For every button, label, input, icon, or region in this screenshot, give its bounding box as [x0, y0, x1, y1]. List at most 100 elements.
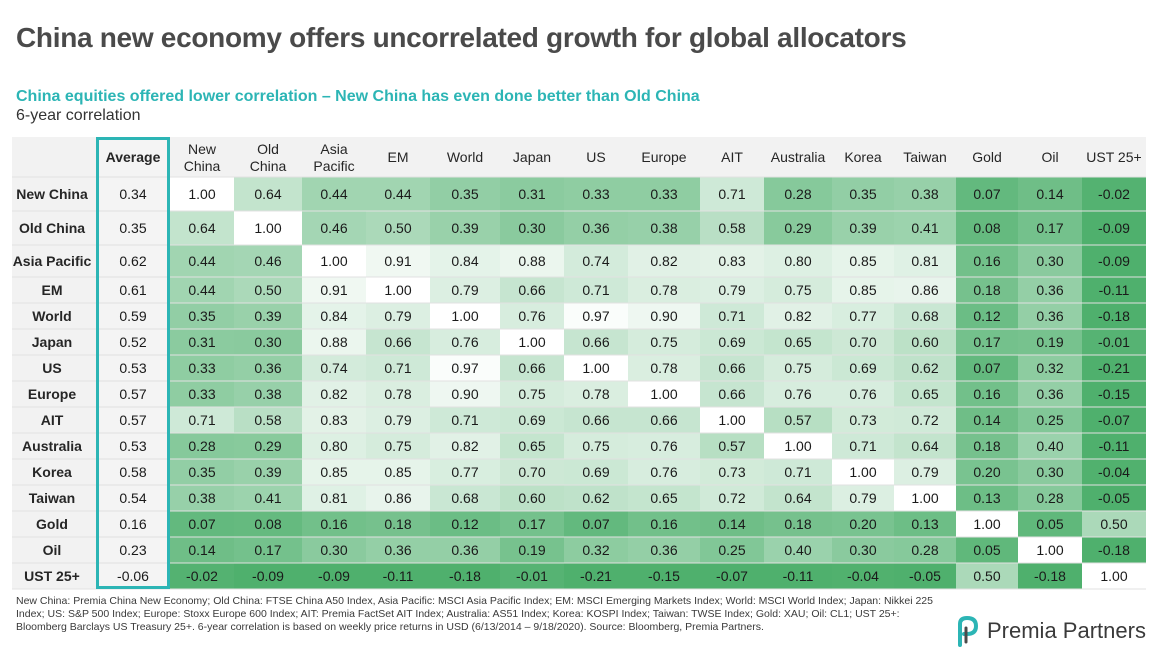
cell-value: 1.00 [1100, 568, 1127, 584]
cell-value: 0.90 [650, 308, 677, 324]
average-value: 0.52 [119, 334, 146, 350]
cell-value: 0.76 [650, 438, 677, 454]
heatmap-cell [628, 303, 700, 329]
heatmap-cell [366, 303, 430, 329]
cell-value: 0.69 [582, 464, 609, 480]
heatmap-cell [832, 537, 894, 563]
heatmap-cell [956, 459, 1018, 485]
heatmap-cell [1018, 355, 1082, 381]
cell-value: 0.79 [384, 412, 411, 428]
cell-value: 1.00 [582, 360, 609, 376]
cell-value: 0.08 [254, 516, 281, 532]
cell-value: 0.91 [320, 282, 347, 298]
heatmap-cell [366, 211, 430, 245]
cell-value: 1.00 [784, 438, 811, 454]
cell-value: 0.25 [718, 542, 745, 558]
cell-value: -0.09 [1098, 253, 1130, 269]
heatmap-cell [1082, 245, 1146, 277]
heatmap-cell [894, 459, 956, 485]
cell-value: 0.17 [254, 542, 281, 558]
heatmap-cell [366, 537, 430, 563]
cell-value: 0.05 [1036, 516, 1063, 532]
correlation-matrix: 1.00 0.64 0.44 0.44 0.35 0.31 0.33 0.33 0.71 0.28… [12, 137, 1146, 590]
heatmap-cell [1018, 381, 1082, 407]
cell-value: 0.38 [650, 220, 677, 236]
cell-value: 0.65 [518, 438, 545, 454]
cell-value: 0.79 [849, 490, 876, 506]
heatmap-cell [366, 563, 430, 589]
heatmap-cell [302, 177, 366, 211]
cell-value: 0.81 [911, 253, 938, 269]
cell-value: 0.91 [384, 253, 411, 269]
cell-value: 0.40 [1036, 438, 1063, 454]
cell-value: -0.09 [1098, 220, 1130, 236]
cell-value: 0.65 [911, 386, 938, 402]
chart-caption: 6-year correlation [16, 107, 141, 124]
heatmap-cell [700, 381, 764, 407]
heatmap-cell [1018, 407, 1082, 433]
heatmap-cell [764, 563, 832, 589]
cell-value: 0.44 [320, 186, 347, 202]
cell-value: 0.16 [973, 253, 1000, 269]
heatmap-cell [832, 177, 894, 211]
cell-value: -0.18 [449, 568, 481, 584]
heatmap-cell [1018, 177, 1082, 211]
heatmap-cell [764, 459, 832, 485]
heatmap-cell [234, 329, 302, 355]
average-value: 0.57 [119, 386, 146, 402]
heatmap-cell [628, 245, 700, 277]
row-label: Asia Pacific [13, 253, 92, 269]
row-label: Korea [32, 464, 72, 480]
row-label-band [12, 177, 96, 589]
heatmap-cell [234, 433, 302, 459]
cell-value: 0.86 [384, 490, 411, 506]
heatmap-cell [170, 485, 234, 511]
heatmap-cell [500, 277, 564, 303]
cell-value: 0.74 [320, 360, 347, 376]
cell-value: -0.18 [1034, 568, 1066, 584]
cell-value: 0.18 [973, 282, 1000, 298]
cell-value: 0.64 [254, 186, 281, 202]
cell-value: 0.50 [973, 568, 1000, 584]
cell-value: 0.16 [320, 516, 347, 532]
heatmap-cell [894, 329, 956, 355]
row-label: Old China [19, 220, 85, 236]
cell-value: 0.13 [973, 490, 1000, 506]
column-header: Asia Pacific [313, 141, 354, 174]
heatmap-cell [234, 245, 302, 277]
cell-value: 0.28 [911, 542, 938, 558]
heatmap-cell [1018, 485, 1082, 511]
cell-value: 0.50 [254, 282, 281, 298]
cell-value: 0.05 [973, 542, 1000, 558]
heatmap-cell [366, 433, 430, 459]
cell-value: 0.08 [973, 220, 1000, 236]
cell-value: 0.84 [320, 308, 347, 324]
heatmap-cell [170, 277, 234, 303]
cell-value: 0.32 [1036, 360, 1063, 376]
cell-value: 0.77 [451, 464, 478, 480]
heatmap-cell [956, 511, 1018, 537]
cell-value: 0.65 [650, 490, 677, 506]
cell-value: 0.88 [320, 334, 347, 350]
average-value: 0.62 [119, 253, 146, 269]
heatmap-cell [302, 433, 366, 459]
heatmap-cell [1082, 355, 1146, 381]
heatmap-cell [956, 245, 1018, 277]
cell-value: 0.25 [1036, 412, 1063, 428]
heatmap-cell [1082, 277, 1146, 303]
heatmap-cell [956, 355, 1018, 381]
cell-value: 0.64 [784, 490, 811, 506]
heatmap-cell [1082, 459, 1146, 485]
cell-value: 0.33 [650, 186, 677, 202]
cell-value: 0.81 [320, 490, 347, 506]
heatmap-cell [956, 563, 1018, 589]
cell-value: 0.68 [911, 308, 938, 324]
cell-value: 0.50 [384, 220, 411, 236]
cell-value: 0.80 [784, 253, 811, 269]
heatmap-cell [700, 537, 764, 563]
cell-value: 0.82 [650, 253, 677, 269]
cell-value: 0.07 [973, 360, 1000, 376]
heatmap-cell [234, 563, 302, 589]
cell-value: 0.14 [1036, 186, 1063, 202]
heatmap-cell [170, 537, 234, 563]
